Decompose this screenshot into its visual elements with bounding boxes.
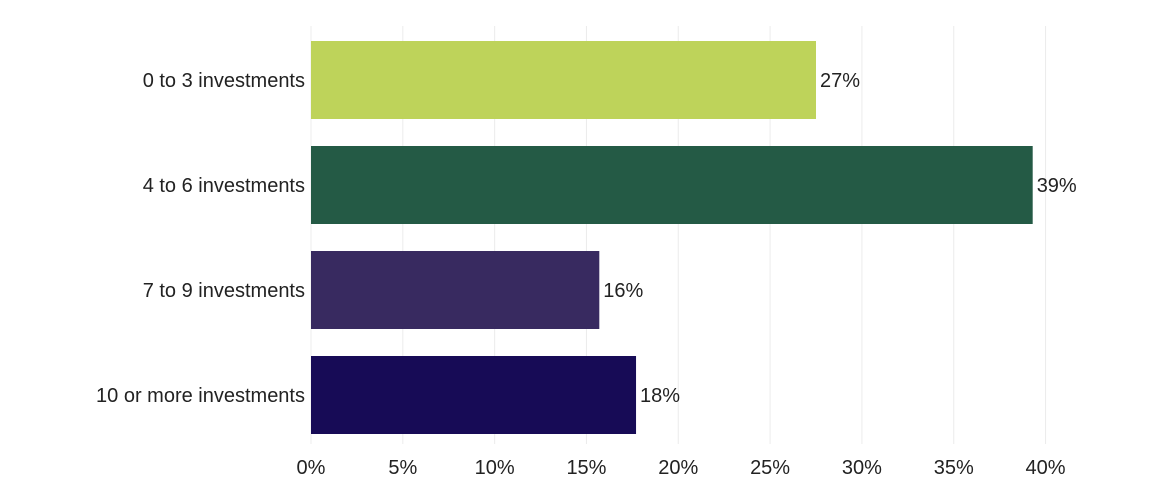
x-axis-tick-labels: 0% 5% 10% 15% 20% 25% 30% 35% 40% (297, 457, 1066, 479)
bar (311, 146, 1033, 224)
x-tick-label: 35% (934, 457, 974, 479)
x-tick-label: 40% (1026, 457, 1066, 479)
x-tick-label: 15% (566, 457, 606, 479)
bar (311, 251, 600, 329)
bars (311, 41, 1033, 434)
x-tick-label: 20% (658, 457, 698, 479)
x-tick-label: 5% (388, 457, 417, 479)
category-label: 7 to 9 investments (143, 280, 305, 302)
value-labels: 27% 39% 16% 18% (603, 70, 1077, 407)
x-tick-label: 0% (297, 457, 326, 479)
value-label: 18% (640, 385, 680, 407)
category-label: 10 or more investments (96, 385, 305, 407)
category-labels: 0 to 3 investments 4 to 6 investments 7 to… (96, 70, 305, 407)
bar (311, 356, 637, 434)
category-label: 4 to 6 investments (143, 175, 305, 197)
value-label: 39% (1037, 175, 1077, 197)
x-tick-label: 30% (842, 457, 882, 479)
value-label: 16% (603, 280, 643, 302)
value-label: 27% (820, 70, 860, 92)
x-tick-label: 10% (475, 457, 515, 479)
category-label: 0 to 3 investments (143, 70, 305, 92)
bar (311, 41, 816, 119)
x-tick-label: 25% (750, 457, 790, 479)
